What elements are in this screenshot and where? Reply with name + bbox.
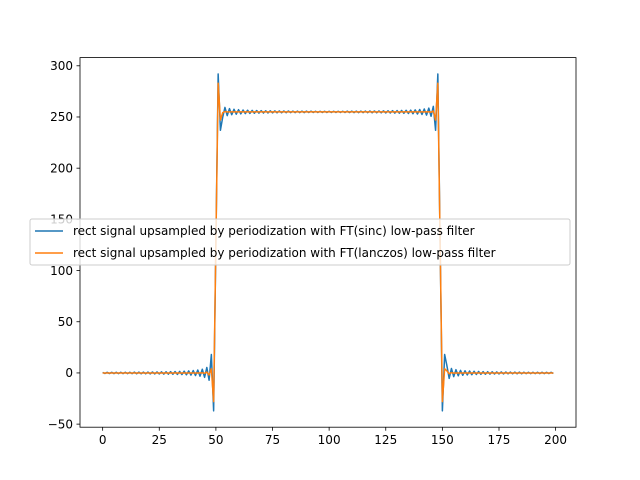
x-tick-label: 200 [544, 433, 567, 447]
x-tick-label: 125 [374, 433, 397, 447]
y-tick-label: 50 [58, 315, 73, 329]
x-tick-label: 100 [318, 433, 341, 447]
y-tick-label: 250 [50, 110, 73, 124]
y-tick-label: −50 [48, 417, 73, 431]
legend-label-sinc: rect signal upsampled by periodization w… [73, 224, 475, 238]
y-tick-label: 100 [50, 264, 73, 278]
x-tick-label: 50 [208, 433, 223, 447]
x-tick-label: 25 [152, 433, 167, 447]
series-layer [102, 73, 554, 412]
legend-box [29, 218, 571, 266]
x-tick-label: 0 [99, 433, 107, 447]
x-tick-label: 75 [265, 433, 280, 447]
y-tick-label: 300 [50, 59, 73, 73]
y-axis: −50050100150200250300 [48, 59, 80, 431]
x-axis: 0 25 50 75 100 125 150 175 200 [99, 427, 567, 447]
y-tick-label: 0 [65, 366, 73, 380]
x-tick-label: 175 [488, 433, 511, 447]
legend-label-lanczos: rect signal upsampled by periodization w… [73, 246, 496, 260]
x-tick-label: 150 [431, 433, 454, 447]
y-tick-label: 200 [50, 161, 73, 175]
legend: rect signal upsampled by periodization w… [29, 218, 571, 266]
series-line-lanczos [102, 82, 554, 403]
